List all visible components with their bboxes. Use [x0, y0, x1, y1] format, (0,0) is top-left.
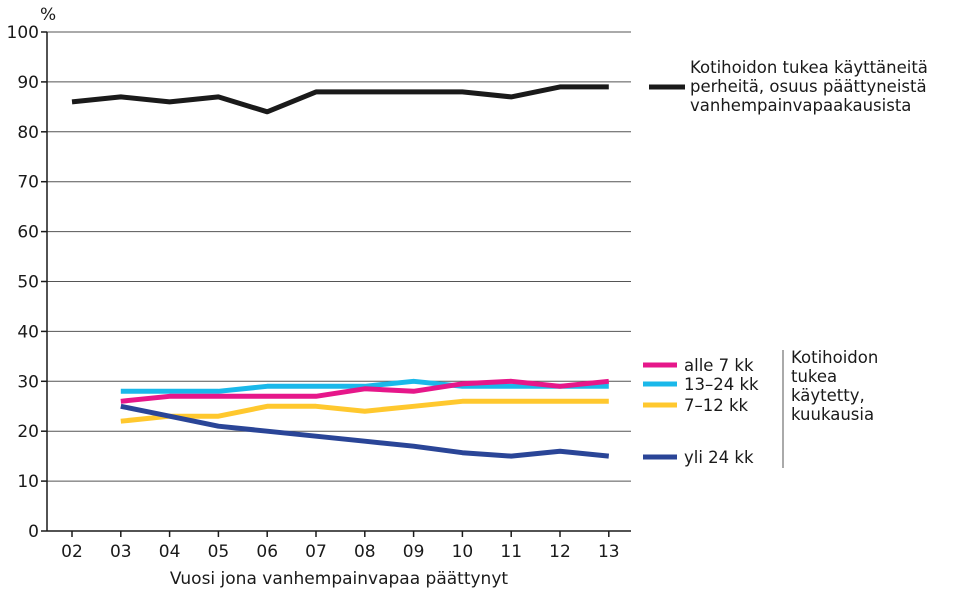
x-tick-label: 04 — [159, 542, 181, 562]
x-tick-label: 10 — [452, 542, 474, 562]
y-axis-ticks: 0 10 20 30 40 50 60 70 80 90 100 — [7, 23, 47, 542]
series-alle-7-kk-line — [120, 378, 610, 404]
x-axis-ticks: 02 03 04 05 06 07 08 09 10 11 12 13 — [61, 531, 620, 562]
y-tick-label: 70 — [17, 173, 39, 193]
x-tick-label: 13 — [598, 542, 620, 562]
y-tick-label: 40 — [17, 322, 39, 342]
legend-label-total-line: vanhempainvapaakausista — [690, 96, 911, 115]
legend-group-label-line: kuukausia — [791, 405, 874, 424]
legend-label-yli-24-kk: yli 24 kk — [684, 448, 754, 467]
y-tick-label: 80 — [17, 123, 39, 143]
y-tick-label: 20 — [17, 422, 39, 442]
series-lines — [71, 84, 610, 459]
x-axis-title: Vuosi jona vanhempainvapaa päättynyt — [170, 569, 508, 589]
legend-group-label-line: käytetty, — [791, 386, 865, 405]
series-7-12-kk-line — [120, 398, 609, 424]
gridlines — [47, 31, 631, 482]
x-tick-label: 06 — [256, 542, 278, 562]
x-tick-label: 02 — [61, 542, 83, 562]
legend-group-label-line: tukea — [791, 367, 837, 386]
y-tick-label: 90 — [17, 73, 39, 93]
legend-label-alle-7-kk: alle 7 kk — [684, 356, 754, 375]
y-tick-label: 50 — [17, 273, 39, 293]
legend-label-13-24-kk: 13–24 kk — [684, 375, 759, 394]
x-tick-label: 12 — [549, 542, 571, 562]
x-tick-label: 11 — [500, 542, 522, 562]
y-tick-label: 100 — [7, 23, 39, 43]
series-total-line — [71, 84, 609, 115]
legend-label-7-12-kk: 7–12 kk — [684, 396, 749, 415]
legend-label-total-line: perheitä, osuus päättyneistä — [690, 77, 927, 96]
y-axis-unit: % — [40, 5, 56, 25]
y-tick-label: 30 — [17, 372, 39, 392]
legend-group-label-line: Kotihoidon — [791, 348, 878, 367]
series-13-24-kk-line — [120, 378, 609, 394]
x-tick-label: 05 — [208, 542, 230, 562]
legend-label-total-line: Kotihoidon tukea käyttäneitä — [690, 58, 928, 77]
x-tick-label: 09 — [403, 542, 425, 562]
x-tick-label: 08 — [354, 542, 376, 562]
x-tick-label: 07 — [305, 542, 327, 562]
y-tick-label: 0 — [28, 522, 39, 542]
series-yli-24-kk-line — [120, 403, 610, 459]
x-tick-label: 03 — [110, 542, 132, 562]
y-tick-label: 10 — [17, 472, 39, 492]
y-tick-label: 60 — [17, 223, 39, 243]
